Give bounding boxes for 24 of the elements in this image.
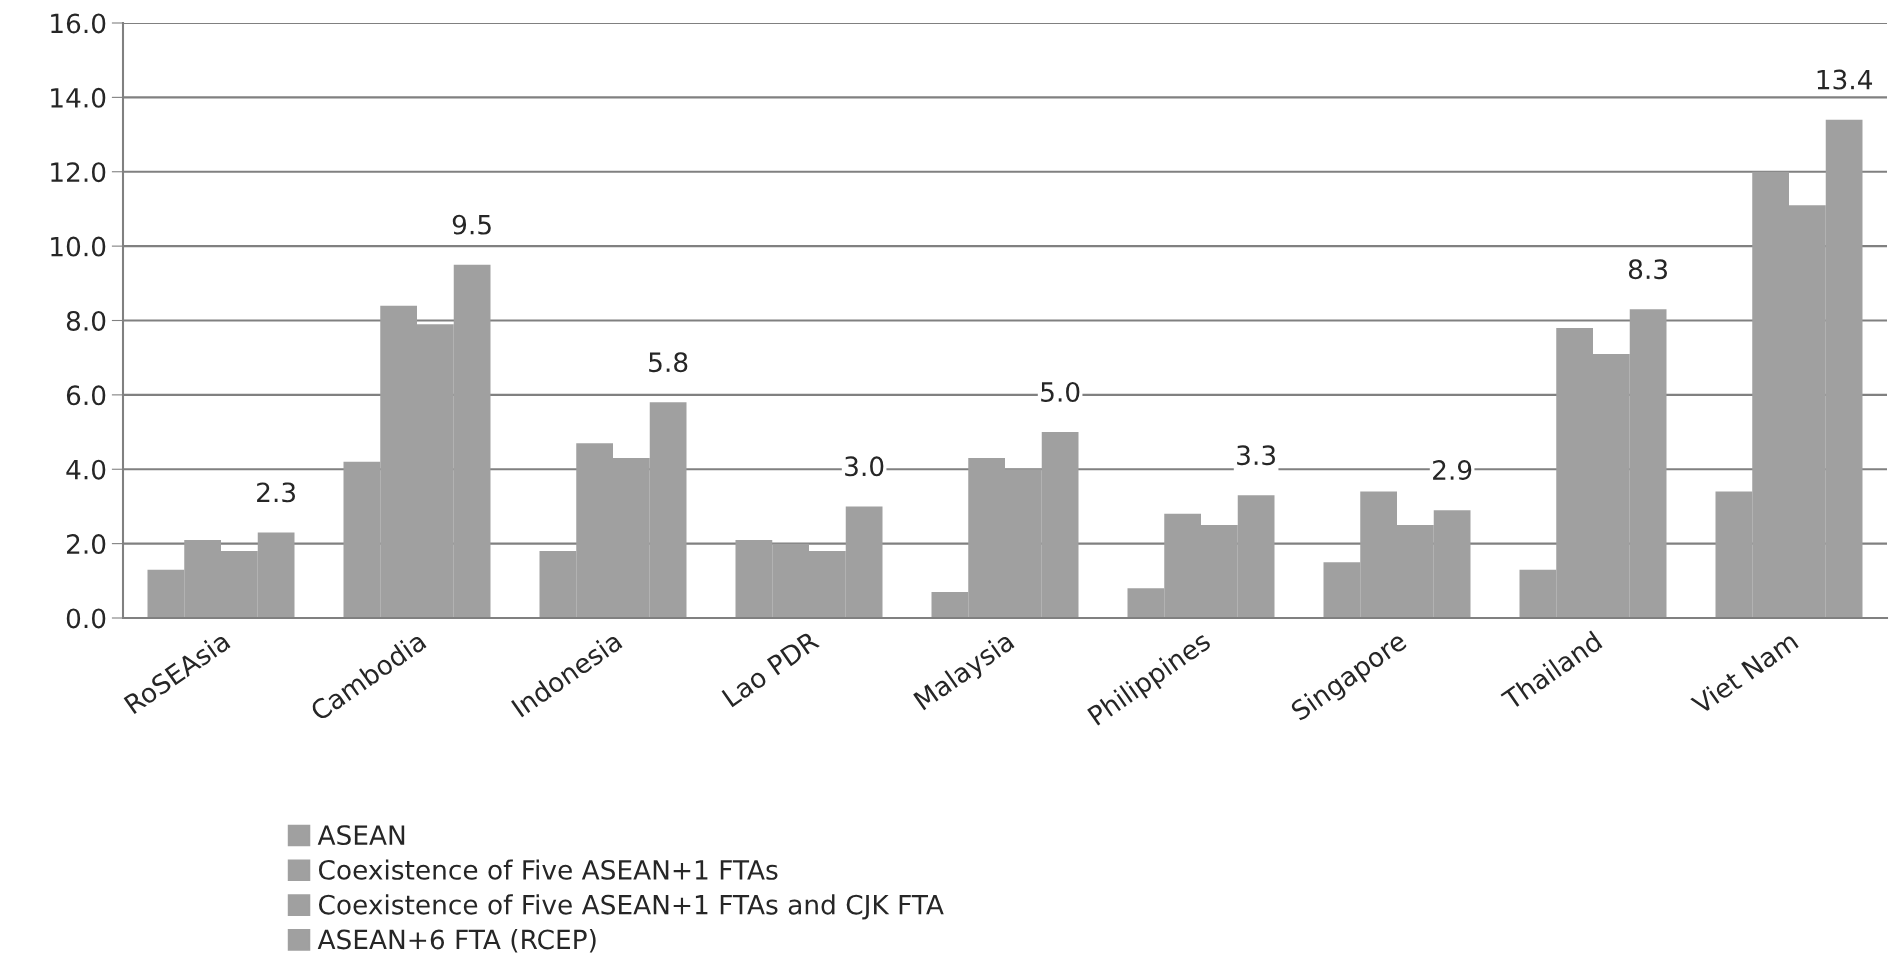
data-label: 8.3 bbox=[1628, 259, 1667, 280]
y-tick-label: 14.0 bbox=[51, 87, 106, 108]
data-label: 5.0 bbox=[1041, 381, 1080, 402]
y-tick-label: 2.0 bbox=[67, 534, 106, 555]
data-label: 9.5 bbox=[452, 214, 491, 235]
y-tick-label: 12.0 bbox=[51, 162, 106, 183]
x-tick-label: Viet Nam bbox=[1689, 630, 1799, 716]
x-tick-label: Lao PDR bbox=[721, 630, 821, 708]
y-tick-label: 4.0 bbox=[66, 459, 106, 480]
y-tick-label: 0.0 bbox=[66, 608, 106, 629]
y-tick-label: 6.0 bbox=[66, 385, 106, 406]
data-label: 2.9 bbox=[1433, 460, 1472, 481]
legend-label: ASEAN bbox=[317, 825, 405, 846]
data-label: 13.4 bbox=[1817, 69, 1873, 90]
data-label: 5.8 bbox=[649, 352, 688, 373]
y-tick-label: 16.0 bbox=[51, 13, 106, 34]
legend-label: Coexistence of Five ASEAN+1 FTAs and CJK FTA bbox=[318, 894, 944, 920]
y-tick-label: 8.0 bbox=[66, 310, 106, 331]
data-label: 3.3 bbox=[1237, 445, 1275, 466]
data-label: 2.3 bbox=[257, 482, 295, 503]
data-label: 3.0 bbox=[845, 456, 884, 477]
legend-label: Coexistence of Five ASEAN+1 FTAs bbox=[318, 859, 778, 880]
y-tick-label: 10.0 bbox=[51, 236, 106, 257]
legend-label: ASEAN+6 FTA (RCEP) bbox=[317, 929, 596, 953]
